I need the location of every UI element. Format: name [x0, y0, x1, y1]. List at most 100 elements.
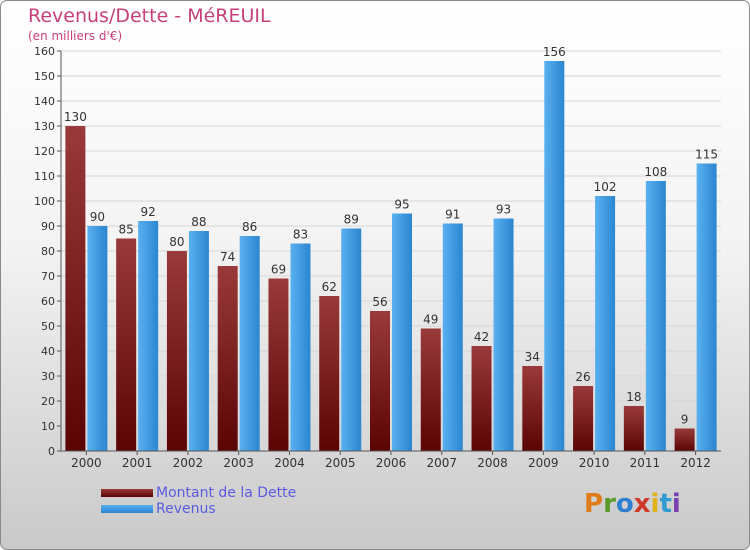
legend-label-revenus: Revenus: [156, 501, 216, 517]
bar-revenus-2005: [341, 228, 362, 451]
y-tick-label: 140: [34, 95, 55, 108]
x-tick-label-2006: 2006: [376, 456, 407, 470]
bar-dette-2000: [65, 126, 86, 451]
data-label-dette-2008: 42: [474, 330, 489, 344]
y-tick-label: 10: [41, 420, 55, 433]
data-label-dette-2009: 34: [525, 350, 540, 364]
legend-label-dette: Montant de la Dette: [156, 485, 297, 501]
data-labels: 130 90 85 92 80 88 74 86 69 83 62 89 56 95 49 91 42 93 34 1…: [64, 45, 718, 427]
data-label-dette-2000: 130: [64, 110, 87, 124]
data-label-revenus-2004: 83: [293, 228, 308, 242]
data-label-dette-2002: 80: [169, 235, 184, 249]
data-label-revenus-2007: 91: [445, 208, 460, 222]
bar-dette-2010: [573, 386, 594, 451]
bar-revenus-2002: [188, 231, 209, 451]
y-tick-label: 70: [41, 270, 55, 283]
x-tick-label-2004: 2004: [274, 456, 305, 470]
x-tick-label-2003: 2003: [223, 456, 254, 470]
logo-letter: P: [584, 489, 604, 519]
x-tick-label-2001: 2001: [122, 456, 153, 470]
bar-dette-2001: [116, 238, 137, 451]
chart-subtitle: (en milliers d'€): [28, 29, 123, 43]
y-tick-label: 80: [41, 245, 55, 258]
x-tick-label-2007: 2007: [426, 456, 457, 470]
y-tick-label: 60: [41, 295, 55, 308]
y-tick-label: 50: [41, 320, 55, 333]
data-label-revenus-2006: 95: [394, 198, 409, 212]
bar-dette-2008: [471, 346, 492, 451]
bar-dette-2007: [420, 328, 441, 451]
y-tick-label: 100: [34, 195, 55, 208]
bar-revenus-2006: [392, 213, 412, 451]
x-tick-label-2005: 2005: [325, 456, 356, 470]
data-label-revenus-2003: 86: [242, 220, 257, 234]
y-tick-label: 0: [48, 445, 55, 458]
bar-dette-2009: [522, 366, 543, 451]
y-tick-label: 40: [41, 345, 55, 358]
x-tick-label-2000: 2000: [71, 456, 102, 470]
bars: [65, 61, 717, 451]
logo-letter: i: [671, 489, 681, 519]
data-label-dette-2001: 85: [119, 223, 134, 237]
data-label-dette-2007: 49: [423, 313, 438, 327]
x-tick-label-2011: 2011: [630, 456, 661, 470]
bar-revenus-2001: [138, 221, 159, 451]
grid-lines: [61, 50, 721, 427]
bar-revenus-2011: [645, 181, 666, 451]
x-tick-label-2010: 2010: [579, 456, 610, 470]
data-label-dette-2011: 18: [626, 390, 641, 404]
logo-letter: o: [615, 489, 634, 519]
x-tick-label-2012: 2012: [680, 456, 711, 470]
data-label-dette-2006: 56: [372, 295, 387, 309]
bar-dette-2002: [166, 251, 187, 451]
logo-letter: x: [633, 489, 651, 519]
axes: 0 10 20 30 40 50 60 70 80 90 100 110 120 130 140 150 160…: [34, 45, 721, 470]
bar-dette-2012: [674, 428, 695, 451]
bar-revenus-2008: [493, 218, 514, 451]
bar-revenus-2000: [87, 226, 108, 451]
y-tick-label: 20: [41, 395, 55, 408]
x-tick-label-2009: 2009: [528, 456, 559, 470]
data-label-revenus-2000: 90: [90, 210, 105, 224]
y-tick-label: 30: [41, 370, 55, 383]
bar-dette-2011: [623, 406, 644, 451]
data-label-dette-2003: 74: [220, 250, 235, 264]
y-tick-label: 130: [34, 120, 55, 133]
y-tick-label: 160: [34, 45, 55, 58]
logo-letter: t: [659, 489, 672, 519]
data-label-revenus-2012: 115: [695, 148, 718, 162]
data-label-dette-2010: 26: [575, 370, 590, 384]
bar-dette-2003: [217, 266, 238, 451]
bar-revenus-2003: [239, 236, 260, 451]
x-tick-label-2008: 2008: [477, 456, 508, 470]
proxiti-logo: Proxiti: [584, 489, 681, 519]
bar-revenus-2012: [696, 163, 717, 451]
bar-dette-2006: [370, 311, 390, 451]
data-label-revenus-2010: 102: [594, 180, 617, 194]
data-label-revenus-2005: 89: [344, 213, 359, 227]
y-tick-label: 120: [34, 145, 55, 158]
bar-revenus-2007: [442, 223, 463, 451]
bar-revenus-2004: [290, 243, 311, 451]
data-label-revenus-2011: 108: [644, 165, 667, 179]
y-tick-label: 150: [34, 70, 55, 83]
y-tick-label: 110: [34, 170, 55, 183]
logo-letter: r: [603, 489, 616, 519]
y-tick-label: 90: [41, 220, 55, 233]
bar-dette-2004: [268, 278, 289, 451]
legend-swatch-dette: [101, 489, 153, 497]
x-tick-label-2002: 2002: [173, 456, 204, 470]
bar-revenus-2010: [595, 196, 616, 451]
logo-letter: i: [650, 489, 660, 519]
data-label-dette-2012: 9: [681, 413, 689, 427]
data-label-revenus-2009: 156: [543, 45, 566, 59]
bar-revenus-2009: [544, 61, 565, 451]
legend-swatch-revenus: [101, 505, 153, 513]
bar-dette-2005: [319, 296, 340, 451]
data-label-revenus-2008: 93: [496, 203, 511, 217]
chart-title: Revenus/Dette - MéREUIL: [28, 5, 271, 27]
data-label-revenus-2002: 88: [191, 215, 206, 229]
data-label-dette-2005: 62: [322, 280, 337, 294]
